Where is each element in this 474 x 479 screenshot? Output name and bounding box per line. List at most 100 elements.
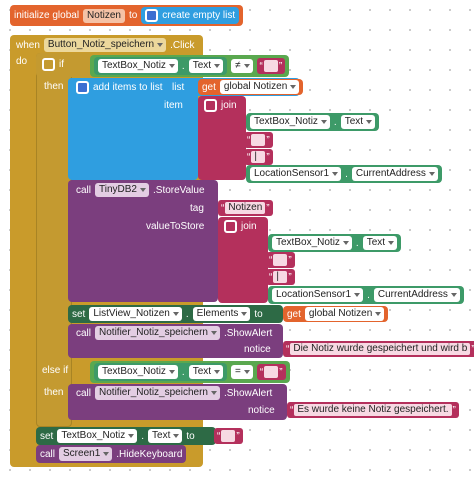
quote: “ [269, 254, 273, 266]
setter-block[interactable]: set ListView_Notizen. Elements to [68, 305, 283, 323]
label: else if [42, 364, 69, 376]
getter-block: TextBox_Notiz. Text [94, 363, 228, 381]
text-field [221, 430, 236, 442]
mutator-icon [204, 98, 217, 112]
quote: “ [259, 366, 264, 378]
text-block: “Es wurde keine Notiz gespeichert.” [287, 402, 459, 418]
component-dropdown[interactable]: TextBox_Notiz [57, 429, 138, 443]
label: notice [244, 343, 271, 355]
component-dropdown[interactable]: Button_Notiz_speichern [43, 38, 167, 52]
component-dropdown[interactable]: LocationSensor1 [272, 288, 364, 302]
text-field: Die Notiz wurde gespeichert und wird b [290, 343, 471, 355]
quote: ” [266, 134, 270, 146]
text-field [251, 134, 266, 146]
property-dropdown[interactable]: CurrentAddress [373, 288, 460, 302]
mutator-icon [76, 80, 89, 94]
call-block[interactable]: call Screen1 .HideKeyboard [36, 445, 187, 463]
create-list-block: create empty list [141, 7, 240, 24]
store-value-block[interactable] [68, 180, 218, 302]
text-block: “|” [266, 269, 295, 285]
label: get [287, 308, 301, 320]
quote: “ [269, 271, 273, 283]
label: tag [190, 202, 204, 214]
text-block: “Die Notiz wurde gespeichert und wird b” [283, 341, 474, 357]
label: to [186, 430, 195, 442]
dot: . [181, 60, 185, 72]
label: call [40, 448, 56, 460]
label: to [128, 10, 138, 21]
property-dropdown[interactable]: Text [340, 115, 376, 129]
dot: . [141, 430, 145, 442]
label: set [72, 308, 86, 320]
get-block: get global Notizen [198, 79, 304, 95]
init-global-block[interactable]: initialize global Notizen to create empt… [10, 5, 244, 26]
dot: . [181, 366, 185, 378]
label: when [16, 39, 40, 51]
dot: . [367, 289, 370, 301]
getter-block: TextBox_Notiz. Text [94, 57, 228, 75]
text-field [264, 366, 279, 378]
mutator-icon [224, 219, 237, 233]
getter-block: TextBox_Notiz. Text [246, 113, 380, 131]
if-block[interactable] [36, 53, 72, 427]
operator-dropdown[interactable]: ≠ [231, 59, 253, 73]
get-block: get global Notizen [283, 306, 389, 322]
component-dropdown[interactable]: TextBox_Notiz [98, 59, 178, 73]
label: .Click [170, 39, 195, 51]
property-dropdown[interactable]: Text [362, 236, 398, 250]
component-dropdown[interactable]: TextBox_Notiz [98, 365, 178, 379]
setter-block[interactable]: set TextBox_Notiz. Text to [36, 427, 216, 445]
block-row: “Die Notiz wurde gespeichert und wird b” [283, 340, 474, 358]
label: item [164, 99, 183, 111]
block-row: “ ” [244, 131, 273, 149]
text-block: “Notizen” [218, 200, 273, 216]
component-dropdown[interactable]: TextBox_Notiz [272, 236, 352, 250]
label: if [59, 58, 64, 70]
component-dropdown[interactable]: ListView_Notizen [89, 307, 182, 321]
quote: ” [278, 60, 283, 72]
label: get [202, 81, 216, 93]
quote: “ [247, 134, 251, 146]
component-dropdown[interactable]: TinyDB2 [95, 183, 149, 197]
property-dropdown[interactable]: Text [188, 365, 224, 379]
label: initialize global [14, 10, 80, 21]
text-field: Notizen [225, 202, 266, 214]
label: .ShowAlert [223, 327, 273, 339]
var-name[interactable]: Notizen [83, 8, 125, 23]
property-dropdown[interactable]: Elements [192, 307, 251, 321]
component-dropdown[interactable]: TextBox_Notiz [250, 115, 330, 129]
label: add items to list [93, 81, 163, 93]
quote: ” [279, 366, 283, 378]
component-dropdown[interactable]: LocationSensor1 [250, 167, 342, 181]
block-row: add items to list [72, 78, 166, 96]
block-row: join [220, 217, 261, 235]
block-row: “|” [266, 268, 295, 286]
text-block: “ ” [266, 252, 295, 268]
quote: “ [290, 404, 294, 416]
property-dropdown[interactable]: Text [188, 59, 224, 73]
operator-dropdown[interactable]: = [231, 365, 253, 379]
getter-block: TextBox_Notiz. Text [268, 234, 402, 252]
label: call [76, 327, 92, 339]
label: create empty list [162, 10, 236, 21]
label: list [172, 81, 185, 93]
var-dropdown[interactable]: global Notizen [219, 80, 300, 94]
text-field: | [273, 271, 288, 283]
dot: . [345, 168, 348, 180]
component-dropdown[interactable]: Screen1 [59, 447, 113, 461]
component-dropdown[interactable]: Notifier_Notiz_speichern [95, 386, 220, 400]
property-dropdown[interactable]: CurrentAddress [351, 167, 438, 181]
label: call [76, 184, 92, 196]
label: notice [248, 404, 275, 416]
compare-block: TextBox_Notiz. Text = “ ” [90, 361, 290, 383]
dot: . [185, 308, 189, 320]
var-dropdown[interactable]: global Notizen [304, 307, 385, 321]
component-dropdown[interactable]: Notifier_Notiz_speichern [95, 326, 220, 340]
block-row: “ ” [266, 251, 295, 269]
property-dropdown[interactable]: Text [148, 429, 183, 443]
text-field [273, 254, 288, 266]
block-row: “|” [244, 148, 273, 166]
block-row: “” [214, 427, 243, 445]
quote: ” [288, 254, 292, 266]
